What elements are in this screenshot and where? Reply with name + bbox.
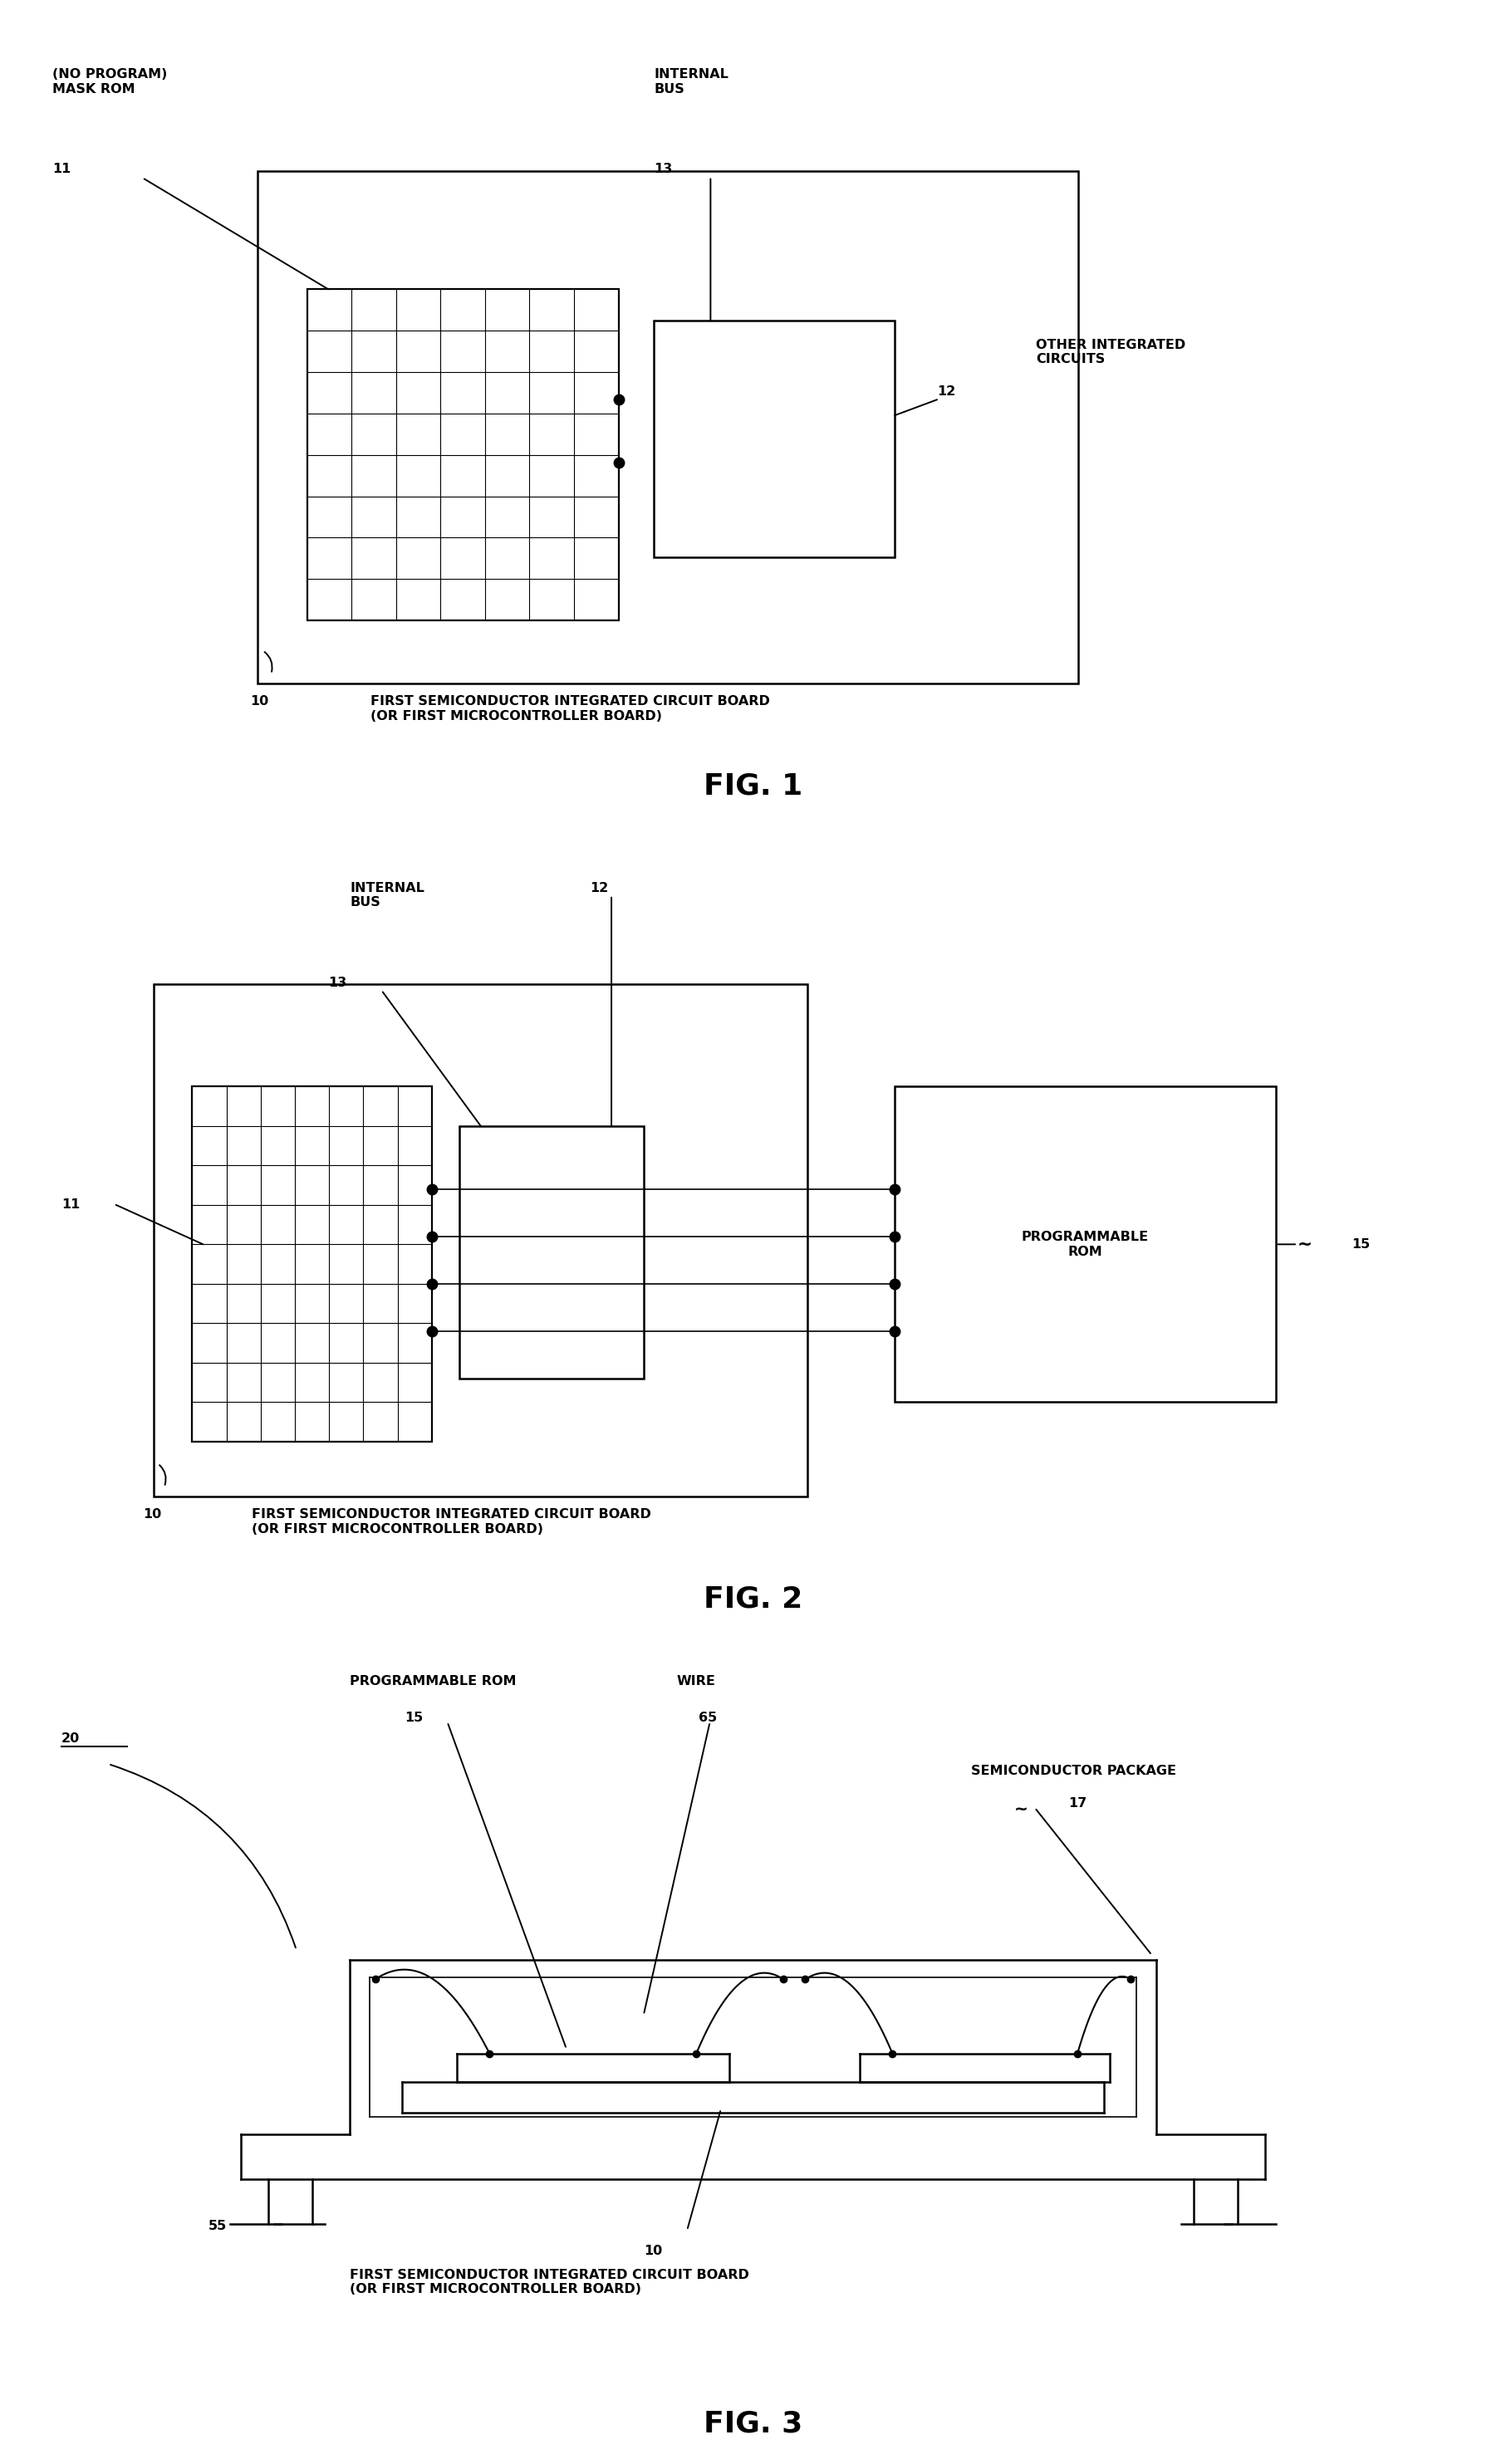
Text: ~: ~ bbox=[1015, 1801, 1029, 1816]
Text: FIG. 1: FIG. 1 bbox=[703, 771, 803, 801]
Text: 15: 15 bbox=[405, 1712, 423, 1725]
Bar bbox=[459, 1126, 645, 1377]
Bar bbox=[895, 1087, 1276, 1402]
Text: 17: 17 bbox=[1069, 1796, 1087, 1809]
Text: FIRST SEMICONDUCTOR INTEGRATED CIRCUIT BOARD
(OR FIRST MICROCONTROLLER BOARD): FIRST SEMICONDUCTOR INTEGRATED CIRCUIT B… bbox=[349, 2269, 750, 2296]
Text: INTERNAL
BUS: INTERNAL BUS bbox=[349, 882, 425, 909]
Text: 13: 13 bbox=[654, 163, 672, 175]
Text: 10: 10 bbox=[143, 1508, 161, 1520]
Bar bbox=[307, 288, 619, 621]
Text: FIG. 2: FIG. 2 bbox=[703, 1584, 803, 1614]
Text: 10: 10 bbox=[645, 2245, 663, 2257]
Text: FIG. 3: FIG. 3 bbox=[703, 2410, 803, 2437]
Text: SEMICONDUCTOR PACKAGE: SEMICONDUCTOR PACKAGE bbox=[971, 1764, 1176, 1777]
Text: 65: 65 bbox=[699, 1712, 717, 1725]
Text: ~: ~ bbox=[1298, 1237, 1312, 1252]
Text: 13: 13 bbox=[328, 976, 346, 988]
Text: 11: 11 bbox=[62, 1198, 80, 1212]
Text: 12: 12 bbox=[590, 882, 608, 894]
Text: PROGRAMMABLE ROM: PROGRAMMABLE ROM bbox=[349, 1676, 517, 1688]
Text: FIRST SEMICONDUCTOR INTEGRATED CIRCUIT BOARD
(OR FIRST MICROCONTROLLER BOARD): FIRST SEMICONDUCTOR INTEGRATED CIRCUIT B… bbox=[252, 1508, 652, 1535]
Text: 55: 55 bbox=[208, 2220, 227, 2232]
Text: 11: 11 bbox=[53, 163, 71, 175]
Text: FIRST SEMICONDUCTOR INTEGRATED CIRCUIT BOARD
(OR FIRST MICROCONTROLLER BOARD): FIRST SEMICONDUCTOR INTEGRATED CIRCUIT B… bbox=[370, 695, 770, 722]
Bar bbox=[654, 320, 895, 557]
Text: (NO PROGRAM)
MASK ROM: (NO PROGRAM) MASK ROM bbox=[53, 69, 167, 96]
Text: 12: 12 bbox=[937, 384, 955, 399]
Text: INTERNAL
BUS: INTERNAL BUS bbox=[654, 69, 729, 96]
Text: PROGRAMMABLE
ROM: PROGRAMMABLE ROM bbox=[1021, 1232, 1149, 1257]
Bar bbox=[154, 983, 807, 1496]
Text: WIRE: WIRE bbox=[676, 1676, 715, 1688]
Text: OTHER INTEGRATED
CIRCUITS: OTHER INTEGRATED CIRCUITS bbox=[1036, 340, 1185, 365]
Text: 15: 15 bbox=[1352, 1237, 1370, 1252]
Text: 20: 20 bbox=[62, 1732, 80, 1745]
Bar bbox=[258, 170, 1078, 683]
Text: 10: 10 bbox=[250, 695, 270, 707]
Bar bbox=[193, 1087, 432, 1441]
